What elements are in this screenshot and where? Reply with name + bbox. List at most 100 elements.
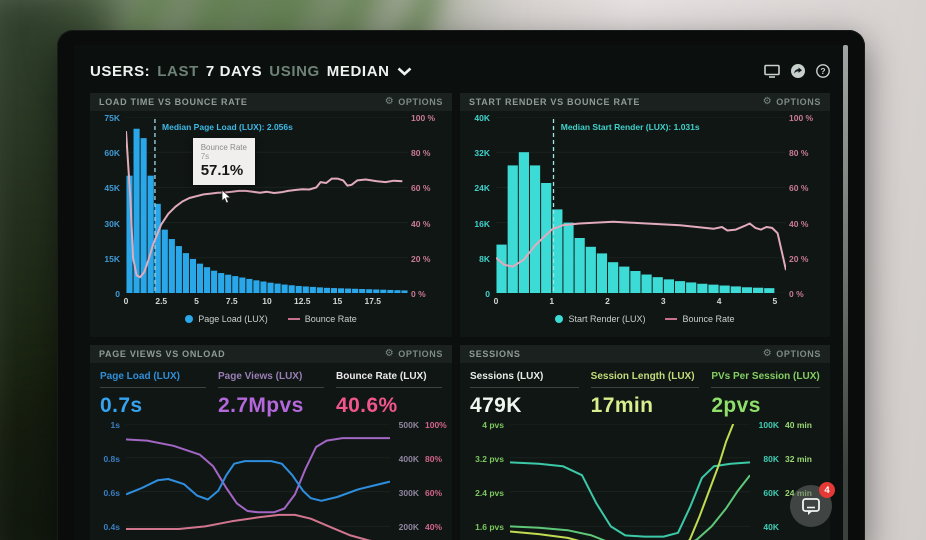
panel-sessions: SESSIONS ⚙ OPTIONS Sessions (LUX) 479K Se… bbox=[460, 345, 830, 540]
y-left-tick: 75K bbox=[104, 113, 120, 123]
y-left-tick: 30K bbox=[104, 218, 120, 229]
title-last: LAST bbox=[157, 62, 199, 80]
options-button[interactable]: ⚙ OPTIONS bbox=[762, 348, 821, 360]
options-button[interactable]: ⚙ OPTIONS bbox=[384, 348, 443, 360]
x-axis-tick: 0 bbox=[123, 296, 129, 306]
y-axis-left: 1s 0.8s 0.6s 0.4s bbox=[96, 420, 126, 540]
metric-page-views: Page Views (LUX) 2.7Mpvs bbox=[218, 371, 324, 418]
x-axis: 0 1 2 3 4 5 bbox=[493, 296, 786, 308]
legend-item: Start Render (LUX) bbox=[555, 314, 645, 324]
y-left-tick: 32K bbox=[474, 148, 490, 159]
chart-svg bbox=[510, 424, 750, 540]
panel-title: LOAD TIME VS BOUNCE RATE bbox=[99, 97, 248, 107]
y-right-tick: 60 % bbox=[411, 183, 431, 194]
title-users: USERS: bbox=[90, 62, 151, 80]
x-axis-tick: 15 bbox=[332, 296, 343, 306]
svg-text:?: ? bbox=[820, 66, 825, 76]
tooltip-x-value: 7s bbox=[200, 152, 210, 162]
y-axis-right: 500K 100% 400K 80% 300K 60% 200K 40% bbox=[390, 420, 447, 540]
y-left-tick: 0 bbox=[485, 289, 490, 299]
y-right-tick: 60 % bbox=[789, 183, 809, 194]
y-left-tick: 0.8s bbox=[103, 453, 120, 464]
x-axis-tick: 0 bbox=[493, 296, 499, 306]
median-annotation: Median Page Load (LUX): 2.056s bbox=[162, 122, 293, 132]
y-right-tick: 20 % bbox=[411, 253, 431, 264]
x-axis-tick: 2 bbox=[605, 296, 610, 306]
chart-wrap: 1s 0.8s 0.6s 0.4s 500K 100% 400K 80% 300K 60% 200… bbox=[90, 420, 452, 540]
y-left-tick: 24K bbox=[474, 183, 490, 194]
metric-label: Session Length (LUX) bbox=[590, 371, 700, 388]
header-icons: ? bbox=[764, 64, 830, 78]
chevron-down-icon bbox=[397, 67, 411, 76]
y-right-tick-pair: 100K 40 min bbox=[758, 420, 812, 430]
chart-wrap: 40K 32K 24K 16K 8K 0 Median Start Render (LUX… bbox=[460, 111, 830, 330]
dashboard-header: USERS: LAST 7 DAYS USING MEDIAN ? bbox=[90, 57, 830, 85]
metric-sessions: Sessions (LUX) 479K bbox=[470, 371, 579, 418]
display-icon[interactable] bbox=[764, 64, 780, 78]
panel-header: SESSIONS ⚙ OPTIONS bbox=[460, 345, 830, 363]
y-left-tick: 8K bbox=[479, 253, 490, 264]
chat-launcher-button[interactable]: 4 bbox=[790, 482, 835, 527]
x-axis-tick: 5 bbox=[772, 296, 778, 306]
panel-header: PAGE VIEWS VS ONLOAD ⚙ OPTIONS bbox=[90, 345, 452, 363]
y-left-tick: 1s bbox=[110, 420, 120, 430]
legend-item: Bounce Rate bbox=[287, 314, 357, 324]
plot-area[interactable]: Median Page Load (LUX): 2.056s Bounce Ra… bbox=[126, 117, 408, 293]
legend-item: Bounce Rate bbox=[665, 314, 735, 324]
plot-area[interactable] bbox=[510, 424, 750, 540]
y-left-tick: 0.6s bbox=[103, 487, 120, 498]
y-right-tick-pair: 200K 40% bbox=[398, 522, 443, 533]
y-right-tick: 0 % bbox=[789, 289, 804, 299]
y-right-tick-pair: 500K 100% bbox=[398, 420, 447, 430]
metric-session-length: Session Length (LUX) 17min bbox=[590, 371, 700, 418]
chart-page-views: 1s 0.8s 0.6s 0.4s 500K 100% 400K 80% 300K 60% 200… bbox=[96, 420, 447, 540]
chat-bubble-icon bbox=[802, 497, 820, 515]
help-icon[interactable]: ? bbox=[816, 64, 830, 78]
y-left-tick: 4 pvs bbox=[482, 420, 504, 430]
metric-value: 40.6% bbox=[336, 394, 398, 417]
metrics-row: Sessions (LUX) 479K Session Length (LUX)… bbox=[460, 363, 830, 424]
dashboard: USERS: LAST 7 DAYS USING MEDIAN ? bbox=[74, 45, 840, 540]
laptop-frame: USERS: LAST 7 DAYS USING MEDIAN ? bbox=[57, 30, 865, 540]
metric-bounce-rate: Bounce Rate (LUX) 40.6% bbox=[336, 371, 442, 418]
y-axis-right: 100 % 80 % 60 % 40 % 20 % 0 % bbox=[786, 113, 824, 299]
metric-value: 2pvs bbox=[711, 394, 761, 417]
options-button[interactable]: ⚙ OPTIONS bbox=[384, 96, 443, 108]
metric-label: Page Load (LUX) bbox=[100, 371, 206, 388]
panel-load-time-vs-bounce-rate: LOAD TIME VS BOUNCE RATE ⚙ OPTIONS 75K 60K… bbox=[90, 93, 452, 337]
panel-title: START RENDER VS BOUNCE RATE bbox=[469, 97, 641, 107]
metric-value: 0.7s bbox=[100, 394, 143, 417]
users-filter-dropdown[interactable]: USERS: LAST 7 DAYS USING MEDIAN bbox=[90, 63, 412, 80]
legend: Page Load (LUX) Bounce Rate bbox=[96, 308, 446, 330]
metric-page-load: Page Load (LUX) 0.7s bbox=[100, 371, 206, 418]
x-axis-tick: 5 bbox=[194, 296, 199, 306]
plot-area[interactable]: Median Start Render (LUX): 1.031s bbox=[496, 117, 786, 293]
y-left-tick: 2.4 pvs bbox=[475, 487, 504, 498]
scrollbar[interactable] bbox=[843, 45, 848, 540]
share-icon[interactable] bbox=[791, 64, 805, 78]
chart-svg bbox=[496, 117, 786, 293]
y-axis-left: 4 pvs 3.2 pvs 2.4 pvs 1.6 pvs bbox=[466, 420, 510, 540]
x-axis-tick: 2.5 bbox=[155, 296, 168, 306]
y-left-tick: 45K bbox=[104, 183, 120, 194]
metric-label: Page Views (LUX) bbox=[218, 371, 324, 388]
x-axis-tick: 10 bbox=[262, 296, 272, 306]
title-median: MEDIAN bbox=[326, 62, 390, 80]
tooltip-series: Bounce Rate bbox=[200, 143, 247, 153]
legend-item: Page Load (LUX) bbox=[185, 314, 268, 324]
y-right-tick: 20 % bbox=[789, 253, 809, 264]
options-button[interactable]: ⚙ OPTIONS bbox=[762, 96, 821, 108]
y-right-tick-pair: 80K 32 min bbox=[763, 453, 812, 464]
y-right-tick: 40 % bbox=[411, 218, 431, 229]
y-right-tick: 40 % bbox=[789, 218, 809, 229]
mouse-cursor-icon bbox=[221, 189, 232, 204]
y-right-tick: 0 % bbox=[411, 289, 426, 299]
y-left-tick: 15K bbox=[104, 253, 120, 264]
plot-area[interactable] bbox=[126, 424, 390, 540]
chart-wrap: 4 pvs 3.2 pvs 2.4 pvs 1.6 pvs 100K 40 min 80K… bbox=[460, 420, 830, 540]
dashboard-screen: USERS: LAST 7 DAYS USING MEDIAN ? bbox=[74, 45, 848, 540]
y-axis-left: 40K 32K 24K 16K 8K 0 bbox=[466, 113, 496, 299]
y-axis-right: 100 % 80 % 60 % 40 % 20 % 0 % bbox=[408, 113, 446, 299]
title-7days: 7 DAYS bbox=[205, 62, 263, 80]
gear-icon: ⚙ bbox=[762, 96, 773, 107]
